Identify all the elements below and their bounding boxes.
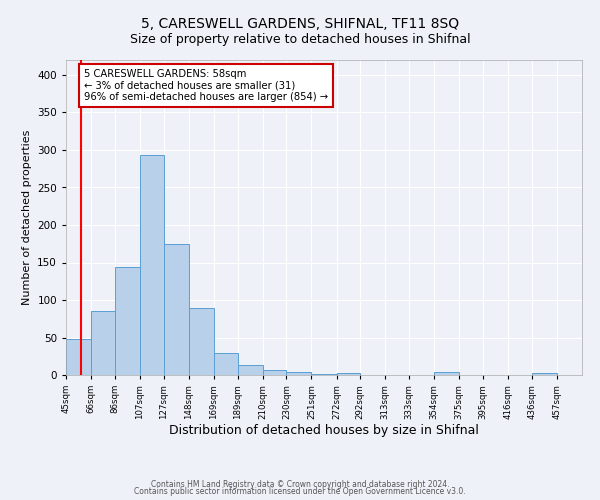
Bar (189, 308, 214, 375)
Text: Contains HM Land Registry data © Crown copyright and database right 2024.: Contains HM Land Registry data © Crown c… (151, 480, 449, 489)
Text: Size of property relative to detached houses in Shifnal: Size of property relative to detached ho… (130, 32, 470, 46)
Bar (140, 155, 164, 375)
Bar (286, 372, 311, 375)
Bar (238, 365, 263, 375)
Text: 5, CARESWELL GARDENS, SHIFNAL, TF11 8SQ: 5, CARESWELL GARDENS, SHIFNAL, TF11 8SQ (141, 18, 459, 32)
Bar (337, 373, 361, 375)
X-axis label: Distribution of detached houses by size in Shifnal: Distribution of detached houses by size … (169, 424, 479, 438)
Y-axis label: Number of detached properties: Number of detached properties (22, 130, 32, 305)
Bar (66, 339, 91, 375)
Bar (311, 374, 337, 375)
Bar (115, 267, 140, 375)
Bar (434, 372, 459, 375)
Bar (532, 373, 557, 375)
Text: 5 CARESWELL GARDENS: 58sqm
← 3% of detached houses are smaller (31)
96% of semi-: 5 CARESWELL GARDENS: 58sqm ← 3% of detac… (84, 69, 328, 102)
Bar (214, 352, 238, 375)
Bar (263, 370, 286, 375)
Text: Contains public sector information licensed under the Open Government Licence v3: Contains public sector information licen… (134, 487, 466, 496)
Bar (164, 244, 189, 375)
Bar (91, 310, 115, 375)
